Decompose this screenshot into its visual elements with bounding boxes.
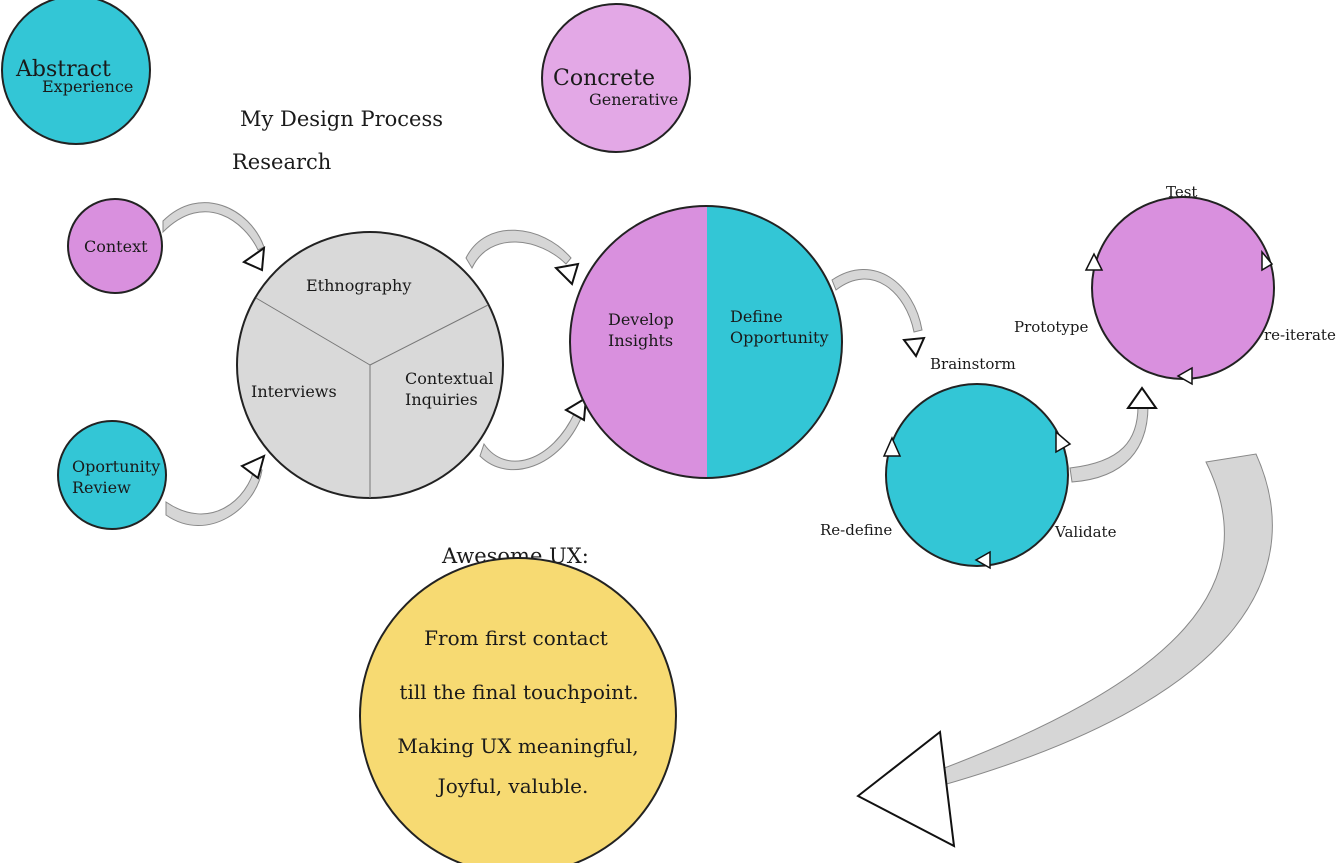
awesome-ux-line4: Joyful, valuble.	[436, 774, 589, 798]
context-label: Context	[84, 237, 148, 256]
arrow-research-to-insights-top	[465, 229, 580, 286]
arrow-context-to-research	[162, 202, 266, 272]
contextual-label-line1: Contextual	[405, 369, 494, 388]
arrow-validate-to-test	[1069, 386, 1158, 483]
develop-insights-label-line1: Develop	[608, 310, 674, 329]
awesome-ux-line2: till the final touchpoint.	[399, 680, 638, 704]
diagram-title: My Design Process	[240, 107, 443, 131]
opportunity-review-label-line2: Review	[72, 478, 131, 497]
test-cycle-circle	[1091, 196, 1275, 380]
validate-label: Validate	[1054, 523, 1117, 541]
ethnography-label: Ethnography	[306, 276, 411, 295]
awesome-ux-circle	[359, 557, 677, 863]
context-circle	[67, 198, 163, 294]
brainstorm-cycle-arrowhead	[1055, 430, 1072, 454]
arrow-research-to-insights-bottom	[479, 396, 588, 471]
contextual-label-line2: Inquiries	[405, 390, 478, 409]
opportunity-review-circle	[57, 420, 167, 530]
research-heading: Research	[232, 150, 331, 174]
develop-insights-label-line2: Insights	[608, 331, 673, 350]
brainstorm-cycle-arrowhead	[974, 550, 991, 570]
test-cycle-arrowhead	[1084, 252, 1104, 271]
research-circle	[236, 231, 504, 499]
abstract-legend-title: Abstract	[15, 57, 111, 82]
brainstorm-cycle-arrowhead	[882, 436, 902, 457]
arrow-insights-to-brainstorm	[831, 269, 926, 358]
opportunity-review-label-line1: Oportunity	[72, 457, 160, 476]
define-opportunity-label-line2: Opportunity	[730, 328, 829, 347]
test-cycle-arrowhead	[1176, 366, 1193, 386]
brainstorm-cycle-circle	[885, 383, 1069, 567]
abstract-legend-subtitle: Experience	[42, 77, 133, 96]
concrete-legend-circle	[541, 3, 691, 153]
concrete-legend-title: Concrete	[553, 66, 655, 91]
reiterate-label: re-iterate	[1264, 326, 1336, 344]
arrow-test-to-awesome-ux	[856, 453, 1273, 848]
concrete-legend-subtitle: Generative	[589, 90, 678, 109]
prototype-label: Prototype	[1014, 318, 1088, 336]
brainstorm-label: Brainstorm	[930, 355, 1016, 373]
interviews-label: Interviews	[251, 382, 337, 401]
arrow-review-to-research	[165, 454, 266, 526]
awesome-ux-line1: From first contact	[424, 626, 608, 650]
test-label: Test	[1166, 183, 1197, 201]
abstract-legend-circle	[1, 0, 151, 145]
define-opportunity-label-line1: Define	[730, 307, 783, 326]
test-cycle-arrowhead	[1261, 249, 1274, 272]
redefine-label: Re-define	[820, 521, 892, 539]
awesome-ux-line3: Making UX meaningful,	[397, 734, 638, 758]
